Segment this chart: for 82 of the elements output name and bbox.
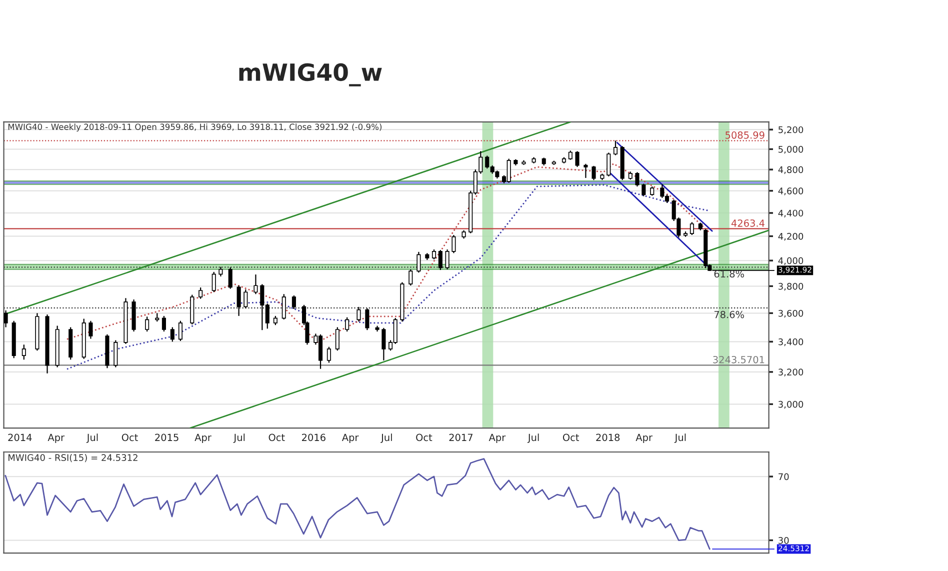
- candlestick: [592, 165, 596, 181]
- candlestick: [178, 320, 182, 342]
- candlestick: [145, 316, 150, 332]
- candlestick: [88, 320, 93, 340]
- x-tick-label: Apr: [636, 434, 652, 443]
- x-tick-label: Apr: [194, 434, 212, 443]
- candlestick: [635, 172, 640, 188]
- y-tick-label: 4,400: [778, 210, 804, 218]
- x-tick-label: Oct: [268, 434, 285, 442]
- x-tick-label: Oct: [416, 434, 432, 442]
- candlestick: [212, 271, 216, 293]
- x-tick-label: Oct: [562, 434, 579, 442]
- candlestick: [218, 266, 223, 277]
- y-tick-label: 5,000: [778, 146, 804, 154]
- candlestick: [445, 248, 450, 270]
- candlestick: [292, 294, 296, 310]
- candlestick: [22, 344, 26, 360]
- candlestick: [382, 327, 386, 361]
- candlestick: [568, 150, 572, 160]
- x-tick-label: Jul: [86, 434, 98, 443]
- chart-title: mWIG40_w: [239, 63, 382, 86]
- x-tick-label: 2014: [8, 434, 32, 442]
- y-tick-label: 70: [778, 473, 789, 480]
- candlestick: [432, 248, 436, 260]
- candlestick: [356, 306, 361, 322]
- y-tick-label: 4,600: [778, 188, 804, 196]
- y-tick-label: 3,600: [778, 310, 804, 318]
- x-tick-label: Jul: [527, 434, 539, 443]
- candlestick: [365, 308, 370, 331]
- candlestick: [273, 315, 278, 326]
- candlestick: [162, 315, 166, 332]
- x-tick-label: Apr: [48, 434, 65, 443]
- candlestick: [170, 326, 174, 342]
- candlestick: [114, 340, 118, 368]
- y-tick-label: 5,200: [778, 126, 804, 134]
- candlestick: [642, 183, 646, 197]
- chart-title: MWIG40 - RSI(15) = 24.5312: [8, 454, 138, 462]
- y-tick-label: 3,400: [778, 338, 804, 346]
- x-tick-label: Jul: [233, 434, 245, 443]
- ref-line-label: 3243.5701: [713, 356, 764, 364]
- y-tick-label: 3,800: [778, 282, 804, 291]
- x-tick-label: Apr: [488, 434, 506, 443]
- y-tick-label: 4,800: [778, 166, 804, 174]
- candlestick: [198, 286, 203, 300]
- candlestick: [438, 250, 442, 271]
- x-tick-label: 2018: [596, 434, 620, 442]
- x-tick-label: 2015: [155, 434, 178, 442]
- annotation: 78.6%: [714, 310, 744, 318]
- candlestick: [4, 310, 8, 328]
- x-tick-label: Apr: [342, 434, 359, 443]
- candlestick: [228, 266, 232, 290]
- annotation: 61.8%: [714, 270, 744, 278]
- candlestick: [606, 152, 611, 177]
- candlestick: [416, 251, 421, 274]
- chart-subtitle: MWIG40 - Weekly 2018-09-11 Open 3959.86, Hi 3969, Lo 3918.11, Close 3921.92 (-0.9%): [8, 123, 382, 132]
- x-tick-label: 2016: [302, 434, 326, 442]
- candlestick: [650, 186, 654, 196]
- candlestick: [575, 150, 580, 168]
- candlestick: [254, 274, 258, 295]
- candlestick: [408, 268, 413, 286]
- candlestick: [613, 140, 618, 156]
- ref-line-label: 5085.99: [726, 131, 764, 139]
- candlestick: [690, 222, 694, 236]
- candlestick: [326, 346, 331, 364]
- line-series: [66, 184, 710, 370]
- candlestick: [244, 288, 248, 309]
- y-tick-label: 4,000: [778, 257, 804, 266]
- ref-line-label: 4263.4: [731, 219, 764, 227]
- x-tick-label: 2017: [449, 434, 472, 442]
- y-tick-label: 4,200: [778, 232, 804, 241]
- candlestick: [335, 326, 340, 352]
- x-tick-label: Oct: [122, 434, 138, 442]
- y-tick-label: 3,000: [778, 400, 804, 409]
- candlestick: [282, 294, 286, 320]
- x-tick-label: Jul: [380, 434, 392, 443]
- candlestick: [452, 234, 456, 254]
- candlestick: [584, 163, 588, 178]
- y-tick-label: 3,200: [778, 368, 804, 376]
- candlestick: [236, 284, 241, 316]
- y-tick-label: 30: [778, 536, 789, 544]
- x-tick-label: Jul: [674, 434, 686, 443]
- candlestick: [345, 316, 350, 332]
